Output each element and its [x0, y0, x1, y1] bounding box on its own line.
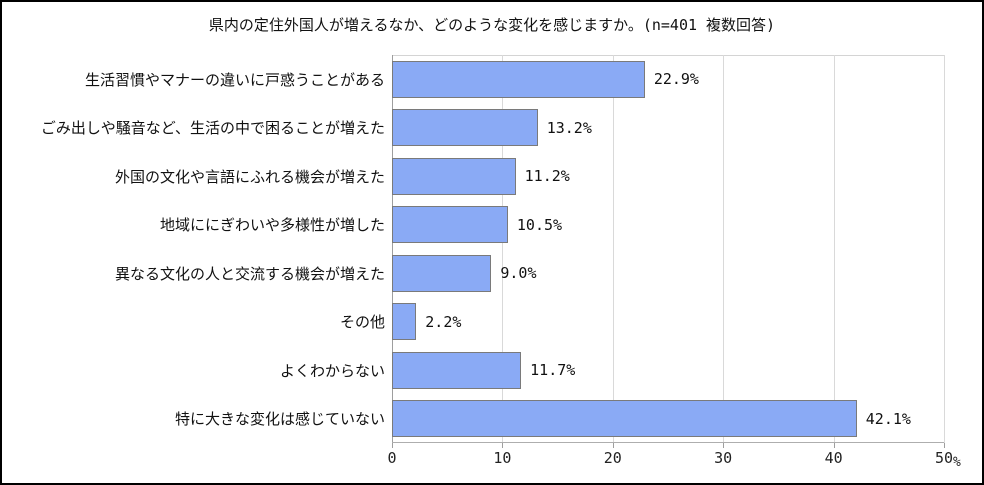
category-label: 特に大きな変化は感じていない [174, 410, 385, 429]
x-axis-tick-label: 50 [934, 449, 954, 467]
bar [392, 206, 508, 244]
bar-track: 42.1% [392, 400, 944, 438]
category-label: 外国の文化や言語にふれる機会が増えた [114, 167, 385, 186]
bar-track: 11.7% [392, 351, 944, 389]
chart-title: 県内の定住外国人が増えるなか、どのような変化を感じますか。(n=401 複数回答… [208, 16, 776, 34]
x-axis-tick-label: 0 [387, 449, 397, 467]
bar-row: 外国の文化や言語にふれる機会が増えた 11.2% [2, 152, 982, 201]
value-label: 13.2% [546, 118, 592, 137]
bar-track: 11.2% [392, 157, 944, 195]
bar-row: 生活習慣やマナーの違いに戸惑うことがある 22.9% [2, 55, 982, 104]
bar-row: 特に大きな変化は感じていない 42.1% [2, 395, 982, 444]
bar [392, 400, 857, 438]
bar-track: 9.0% [392, 254, 944, 292]
gridline-20 [612, 55, 614, 443]
x-tick-30 [723, 443, 725, 448]
value-label: 9.0% [500, 264, 537, 283]
bar [392, 254, 492, 292]
category-label: その他 [339, 313, 385, 332]
value-label: 11.7% [530, 361, 576, 380]
value-label: 11.2% [524, 167, 570, 186]
x-tick-50 [944, 443, 945, 448]
value-label: 22.9% [653, 70, 699, 89]
bar-rows: 生活習慣やマナーの違いに戸惑うことがある 22.9% ごみ出しや騒音など、生活の… [2, 55, 982, 443]
x-tick-40 [833, 443, 835, 448]
bar [392, 60, 645, 98]
gridline-30 [723, 55, 725, 443]
bar-row: よくわからない 11.7% [2, 346, 982, 395]
category-label: ごみ出しや騒音など、生活の中で困ることが増えた [40, 119, 385, 138]
bar [392, 303, 417, 341]
bar [392, 157, 516, 195]
value-label: 10.5% [516, 215, 563, 234]
x-axis-tick-label: 10 [493, 449, 512, 467]
x-axis-unit-label: % [953, 455, 961, 470]
x-axis-tick-label: 40 [824, 449, 843, 467]
bar-track: 13.2% [392, 109, 944, 147]
plot-area [392, 55, 945, 448]
category-label: 異なる文化の人と交流する機会が増えた [114, 264, 385, 283]
value-label: 42.1% [865, 409, 911, 428]
category-label: よくわからない [279, 361, 385, 380]
bar-row: ごみ出しや騒音など、生活の中で困ることが増えた 13.2% [2, 104, 982, 153]
gridline-40 [833, 55, 835, 443]
bar [392, 351, 522, 389]
gridline-10 [502, 55, 504, 443]
x-tick-10 [502, 443, 504, 448]
x-tick-0 [392, 443, 393, 448]
category-label: 地域ににぎわいや多様性が増した [159, 216, 385, 235]
x-axis-line [392, 442, 944, 443]
y-axis-line [392, 55, 393, 443]
bar-track: 22.9% [392, 60, 944, 98]
x-tick-20 [612, 443, 614, 448]
x-axis-tick-label: 30 [714, 449, 733, 467]
value-label: 2.2% [425, 312, 462, 331]
category-label: 生活習慣やマナーの違いに戸惑うことがある [84, 70, 385, 89]
gridline-50 [944, 55, 945, 443]
bar-track: 2.2% [392, 303, 944, 341]
bar-row: その他 2.2% [2, 298, 982, 347]
x-axis-tick-label: 20 [603, 449, 622, 467]
bar-row: 地域ににぎわいや多様性が増した 10.5% [2, 201, 982, 250]
bar [392, 109, 538, 147]
bar-row: 異なる文化の人と交流する機会が増えた 9.0% [2, 249, 982, 298]
plot-top-border [392, 55, 944, 56]
bar-track: 10.5% [392, 206, 944, 244]
